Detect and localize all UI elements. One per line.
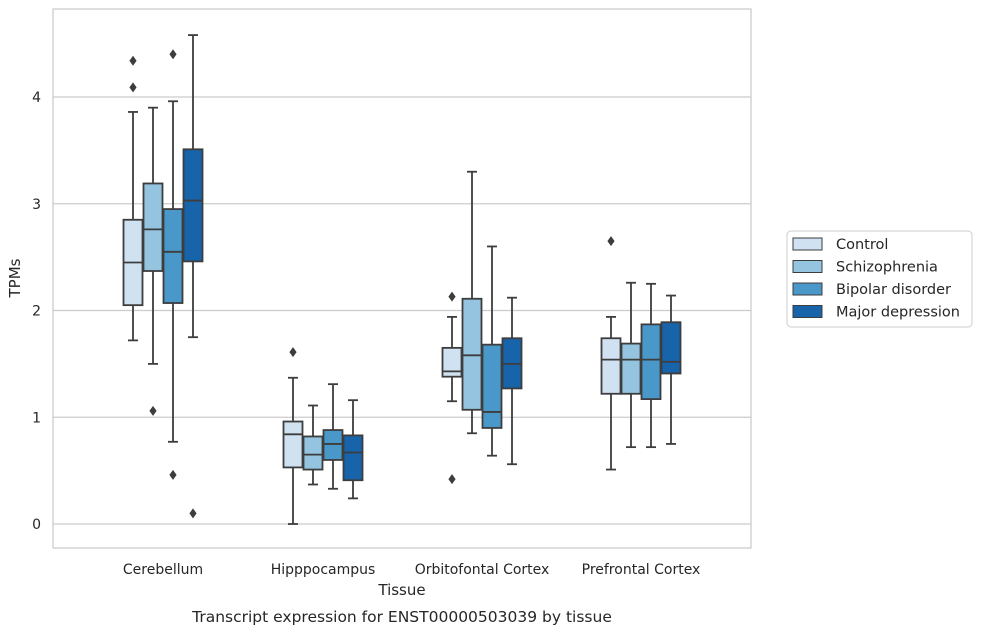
boxes-group: [122, 34, 682, 525]
box-schizophrenia: [461, 297, 483, 411]
x-tick-label: Cerebellum: [123, 562, 203, 578]
box-control: [600, 337, 622, 395]
outlier-marker: [169, 469, 177, 480]
box-schizophrenia: [142, 182, 164, 272]
y-tick-label: 4: [32, 90, 41, 106]
box-bipolar-disorder: [640, 323, 662, 401]
legend: Control Schizophrenia Bipolar disorder Majo…: [786, 230, 973, 328]
outlier-marker: [129, 82, 137, 93]
box-bipolar-disorder: [322, 429, 344, 461]
x-axis-label: Tissue: [377, 581, 425, 599]
legend-label: Schizophrenia: [836, 260, 938, 276]
plot-frame: [52, 8, 752, 549]
box-bipolar-disorder: [162, 208, 184, 304]
plot-background: [53, 9, 751, 548]
outlier-marker: [607, 236, 615, 247]
y-tick-label: 2: [32, 304, 41, 320]
x-tick-label: Orbitofontal Cortex: [415, 562, 550, 578]
box-major-depression: [342, 434, 364, 482]
legend-label: Bipolar disorder: [836, 282, 951, 298]
box-control: [282, 420, 304, 469]
outlier-marker: [149, 405, 157, 416]
grid-lines: [53, 96, 751, 525]
legend-swatch: [792, 305, 823, 318]
legend-frame: [786, 230, 973, 328]
y-tick-label: 3: [32, 197, 41, 213]
y-tick-label: 0: [32, 517, 41, 533]
y-axis-label: TPMs: [6, 258, 24, 298]
outlier-marker: [448, 291, 456, 302]
legend-swatch: [792, 237, 823, 251]
outlier-marker: [169, 49, 177, 60]
box-schizophrenia: [620, 342, 642, 395]
outlier-marker: [448, 474, 456, 485]
x-tick-label: Prefrontal Cortex: [582, 562, 701, 578]
x-tick-label: Hipppocampus: [271, 562, 376, 578]
box-major-depression: [182, 148, 204, 263]
legend-swatch: [792, 282, 823, 296]
chart-caption: Transcript expression for ENST0000050303…: [191, 608, 612, 626]
box-schizophrenia: [302, 435, 324, 471]
y-tick-label: 1: [32, 410, 41, 426]
x-axis-ticks: Cerebellum Hipppocampus Orbitofontal Corte…: [123, 562, 700, 578]
y-axis-ticks: 0 1 2 3 4: [32, 90, 41, 533]
box-major-depression: [660, 321, 682, 375]
outlier-marker: [189, 508, 197, 519]
box-control: [441, 346, 463, 378]
outlier-marker: [129, 55, 137, 66]
box-bipolar-disorder: [481, 343, 503, 429]
outlier-marker: [289, 347, 297, 358]
legend-label: Major depression: [836, 305, 960, 321]
legend-swatch: [792, 260, 823, 273]
legend-label: Control: [836, 237, 888, 253]
